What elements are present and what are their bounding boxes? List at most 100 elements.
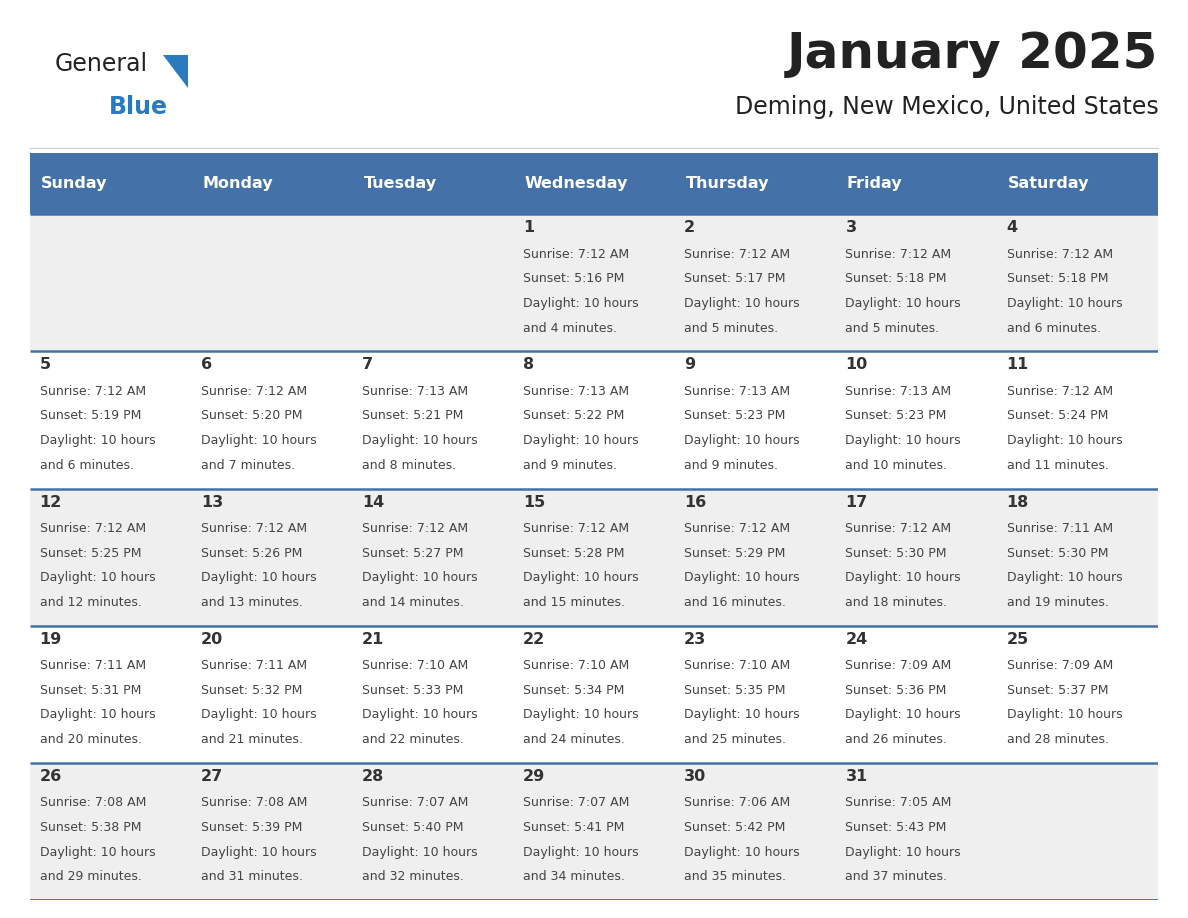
Text: Sunset: 5:21 PM: Sunset: 5:21 PM: [362, 409, 463, 422]
Text: Sunrise: 7:07 AM: Sunrise: 7:07 AM: [362, 796, 468, 810]
Text: Sunset: 5:37 PM: Sunset: 5:37 PM: [1006, 684, 1108, 697]
Bar: [675, 626, 835, 763]
Text: 5: 5: [39, 357, 51, 373]
Text: and 25 minutes.: and 25 minutes.: [684, 733, 786, 746]
Text: Daylight: 10 hours: Daylight: 10 hours: [201, 434, 316, 447]
Text: Sunrise: 7:11 AM: Sunrise: 7:11 AM: [39, 659, 146, 672]
Text: Sunrise: 7:12 AM: Sunrise: 7:12 AM: [1006, 248, 1113, 261]
Text: 24: 24: [846, 632, 867, 646]
Polygon shape: [163, 55, 188, 88]
Text: and 4 minutes.: and 4 minutes.: [523, 321, 617, 335]
Text: 3: 3: [846, 220, 857, 235]
Text: and 12 minutes.: and 12 minutes.: [39, 596, 141, 609]
Text: Daylight: 10 hours: Daylight: 10 hours: [523, 845, 639, 858]
Bar: [513, 352, 675, 488]
Text: Daylight: 10 hours: Daylight: 10 hours: [684, 297, 800, 310]
Text: Daylight: 10 hours: Daylight: 10 hours: [523, 709, 639, 722]
Text: Tuesday: Tuesday: [364, 176, 437, 191]
Text: and 9 minutes.: and 9 minutes.: [684, 459, 778, 472]
Text: 10: 10: [846, 357, 867, 373]
Text: Daylight: 10 hours: Daylight: 10 hours: [362, 845, 478, 858]
Text: 1: 1: [523, 220, 535, 235]
Text: Sunset: 5:42 PM: Sunset: 5:42 PM: [684, 821, 785, 834]
Bar: [191, 352, 353, 488]
Text: Sunrise: 7:12 AM: Sunrise: 7:12 AM: [39, 385, 146, 397]
Bar: [835, 488, 997, 626]
Text: 2: 2: [684, 220, 695, 235]
Text: Sunset: 5:24 PM: Sunset: 5:24 PM: [1006, 409, 1108, 422]
Text: Sunset: 5:43 PM: Sunset: 5:43 PM: [846, 821, 947, 834]
Bar: [835, 214, 997, 352]
Text: 15: 15: [523, 495, 545, 509]
Text: and 13 minutes.: and 13 minutes.: [201, 596, 303, 609]
Text: Sunrise: 7:12 AM: Sunrise: 7:12 AM: [523, 522, 630, 535]
Text: Sunrise: 7:07 AM: Sunrise: 7:07 AM: [523, 796, 630, 810]
Text: Sunrise: 7:12 AM: Sunrise: 7:12 AM: [846, 248, 952, 261]
Text: Sunrise: 7:13 AM: Sunrise: 7:13 AM: [362, 385, 468, 397]
Text: and 26 minutes.: and 26 minutes.: [846, 733, 947, 746]
Text: Sunrise: 7:12 AM: Sunrise: 7:12 AM: [523, 248, 630, 261]
Text: Deming, New Mexico, United States: Deming, New Mexico, United States: [734, 95, 1158, 119]
Text: 25: 25: [1006, 632, 1029, 646]
Bar: [353, 488, 513, 626]
Bar: [675, 763, 835, 900]
Text: Sunset: 5:26 PM: Sunset: 5:26 PM: [201, 546, 302, 560]
Text: and 20 minutes.: and 20 minutes.: [39, 733, 141, 746]
Text: Sunrise: 7:12 AM: Sunrise: 7:12 AM: [684, 248, 790, 261]
Text: and 29 minutes.: and 29 minutes.: [39, 870, 141, 883]
Text: Sunset: 5:30 PM: Sunset: 5:30 PM: [846, 546, 947, 560]
Text: and 8 minutes.: and 8 minutes.: [362, 459, 456, 472]
Text: Sunset: 5:28 PM: Sunset: 5:28 PM: [523, 546, 625, 560]
Bar: [997, 352, 1158, 488]
Text: Daylight: 10 hours: Daylight: 10 hours: [1006, 434, 1123, 447]
Text: 18: 18: [1006, 495, 1029, 509]
Text: Daylight: 10 hours: Daylight: 10 hours: [1006, 571, 1123, 585]
Bar: [997, 626, 1158, 763]
Text: Sunset: 5:34 PM: Sunset: 5:34 PM: [523, 684, 625, 697]
Text: and 6 minutes.: and 6 minutes.: [1006, 321, 1100, 335]
Text: Sunday: Sunday: [42, 176, 108, 191]
Text: Sunset: 5:30 PM: Sunset: 5:30 PM: [1006, 546, 1108, 560]
Text: Friday: Friday: [847, 176, 903, 191]
Text: 20: 20: [201, 632, 223, 646]
Text: 30: 30: [684, 769, 707, 784]
Text: Daylight: 10 hours: Daylight: 10 hours: [201, 571, 316, 585]
Text: Daylight: 10 hours: Daylight: 10 hours: [39, 845, 156, 858]
Text: Sunrise: 7:05 AM: Sunrise: 7:05 AM: [846, 796, 952, 810]
Text: 27: 27: [201, 769, 223, 784]
Text: and 11 minutes.: and 11 minutes.: [1006, 459, 1108, 472]
Text: Daylight: 10 hours: Daylight: 10 hours: [201, 845, 316, 858]
Bar: [997, 153, 1158, 214]
Text: and 5 minutes.: and 5 minutes.: [846, 321, 940, 335]
Text: Sunset: 5:36 PM: Sunset: 5:36 PM: [846, 684, 947, 697]
Bar: [353, 153, 513, 214]
Text: Daylight: 10 hours: Daylight: 10 hours: [39, 434, 156, 447]
Text: 7: 7: [362, 357, 373, 373]
Bar: [353, 763, 513, 900]
Text: Sunrise: 7:11 AM: Sunrise: 7:11 AM: [1006, 522, 1113, 535]
Text: Daylight: 10 hours: Daylight: 10 hours: [846, 434, 961, 447]
Text: Sunrise: 7:12 AM: Sunrise: 7:12 AM: [201, 522, 307, 535]
Text: Monday: Monday: [202, 176, 273, 191]
Text: Sunset: 5:38 PM: Sunset: 5:38 PM: [39, 821, 141, 834]
Text: Sunrise: 7:11 AM: Sunrise: 7:11 AM: [201, 659, 307, 672]
Text: Sunrise: 7:08 AM: Sunrise: 7:08 AM: [201, 796, 308, 810]
Text: Sunrise: 7:13 AM: Sunrise: 7:13 AM: [523, 385, 630, 397]
Text: Daylight: 10 hours: Daylight: 10 hours: [523, 571, 639, 585]
Text: and 10 minutes.: and 10 minutes.: [846, 459, 947, 472]
Text: 26: 26: [39, 769, 62, 784]
Text: and 28 minutes.: and 28 minutes.: [1006, 733, 1108, 746]
Text: and 24 minutes.: and 24 minutes.: [523, 733, 625, 746]
Text: Sunset: 5:31 PM: Sunset: 5:31 PM: [39, 684, 141, 697]
Text: and 21 minutes.: and 21 minutes.: [201, 733, 303, 746]
Text: and 32 minutes.: and 32 minutes.: [362, 870, 463, 883]
Text: Daylight: 10 hours: Daylight: 10 hours: [201, 709, 316, 722]
Bar: [353, 214, 513, 352]
Bar: [353, 352, 513, 488]
Bar: [191, 488, 353, 626]
Text: Sunrise: 7:06 AM: Sunrise: 7:06 AM: [684, 796, 790, 810]
Bar: [513, 763, 675, 900]
Bar: [513, 626, 675, 763]
Text: and 19 minutes.: and 19 minutes.: [1006, 596, 1108, 609]
Text: Sunset: 5:33 PM: Sunset: 5:33 PM: [362, 684, 463, 697]
